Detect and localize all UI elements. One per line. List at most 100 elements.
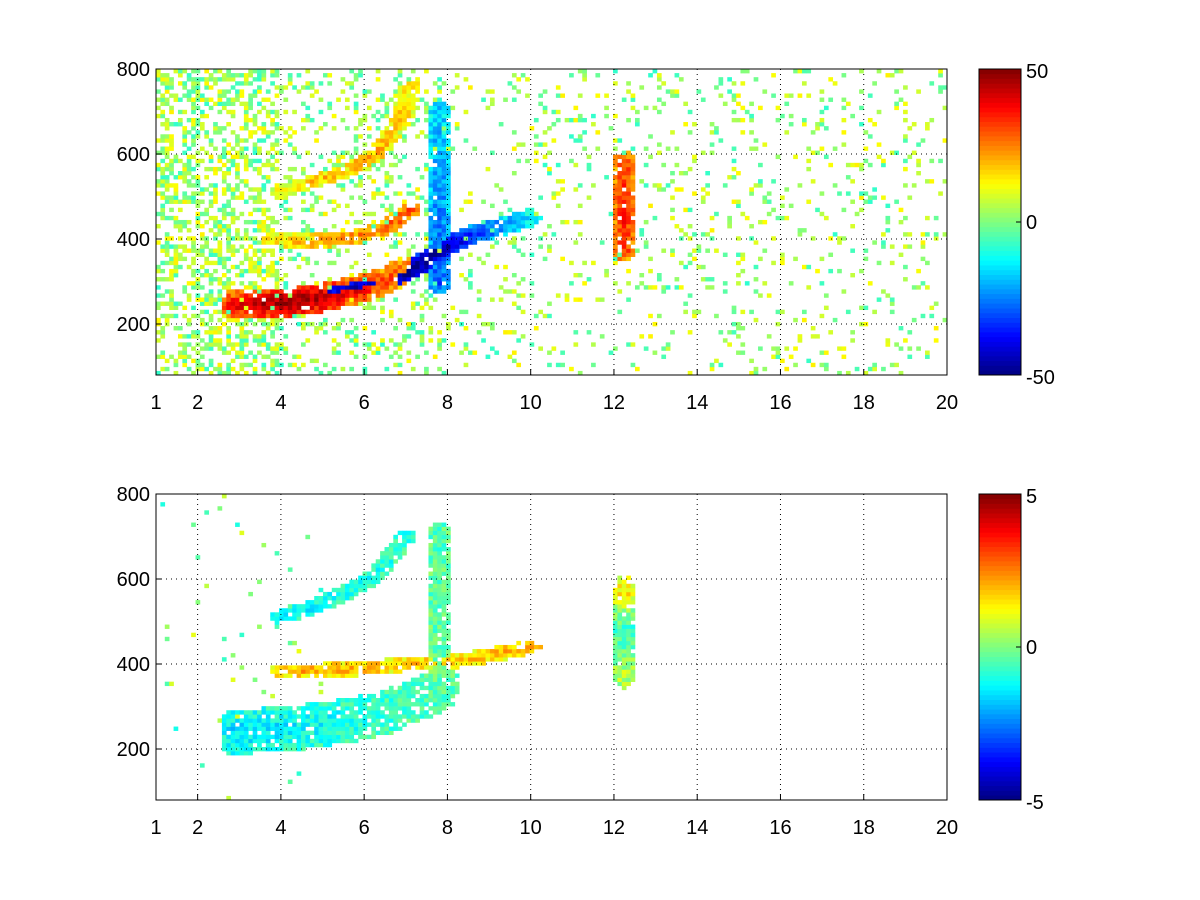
heatmap-cell xyxy=(617,199,623,204)
heatmap-cell xyxy=(388,285,394,290)
heatmap-cell xyxy=(410,305,416,311)
heatmap-cell xyxy=(252,281,258,286)
heatmap-cell xyxy=(437,706,442,711)
heatmap-cell xyxy=(371,698,377,703)
heatmap-cell xyxy=(736,252,741,257)
heatmap-cell xyxy=(164,183,170,188)
colorbar-band xyxy=(979,527,1021,533)
heatmap-cell xyxy=(265,346,271,351)
heatmap-cell xyxy=(274,191,280,196)
heatmap-cell xyxy=(195,600,201,605)
heatmap-cell xyxy=(525,649,530,654)
heatmap-cell xyxy=(410,113,416,119)
heatmap-cell xyxy=(775,350,781,355)
heatmap-cell xyxy=(375,77,381,82)
heatmap-cell xyxy=(375,571,381,576)
heatmap-cell xyxy=(195,89,201,94)
heatmap-cell xyxy=(511,644,517,650)
heatmap-cell xyxy=(191,89,196,94)
heatmap-cell xyxy=(371,273,377,278)
heatmap-cell xyxy=(336,281,341,286)
heatmap-cell xyxy=(393,260,398,266)
heatmap-cell xyxy=(221,350,227,355)
colorbar-tick-label: 0 xyxy=(1026,212,1037,234)
heatmap-cell xyxy=(305,338,311,343)
heatmap-cell xyxy=(397,89,403,94)
heatmap-cell xyxy=(481,232,486,237)
heatmap-cell xyxy=(384,726,390,731)
heatmap-cell xyxy=(173,175,179,180)
heatmap-cell xyxy=(911,150,917,155)
heatmap-cell xyxy=(327,305,333,311)
heatmap-cell xyxy=(230,289,236,294)
x-tick-label: 10 xyxy=(520,817,542,839)
heatmap-cell xyxy=(336,326,341,331)
heatmap-cell xyxy=(687,166,693,172)
heatmap-cell xyxy=(648,73,653,78)
heatmap-cell xyxy=(208,277,214,282)
heatmap-cell xyxy=(410,321,416,327)
heatmap-cell xyxy=(349,366,355,372)
heatmap-cell xyxy=(160,150,166,155)
heatmap-cell xyxy=(758,183,763,188)
heatmap-cell xyxy=(156,97,161,102)
colorbar-band xyxy=(979,651,1021,657)
heatmap-cell xyxy=(199,252,205,257)
heatmap-cell xyxy=(397,370,403,376)
heatmap-cell xyxy=(446,281,451,286)
heatmap-cell xyxy=(257,89,262,94)
heatmap-cell xyxy=(652,215,658,221)
heatmap-cell xyxy=(186,162,192,168)
heatmap-cell xyxy=(736,326,741,331)
heatmap-cell xyxy=(520,649,526,654)
heatmap-cell xyxy=(362,706,368,711)
heatmap-cell xyxy=(204,583,210,589)
heatmap-cell xyxy=(217,330,223,335)
heatmap-cell xyxy=(762,281,768,286)
heatmap-cell xyxy=(415,97,420,102)
heatmap-cell xyxy=(582,117,587,123)
heatmap-cell xyxy=(173,219,179,225)
heatmap-cell xyxy=(301,718,306,723)
heatmap-cell xyxy=(388,547,394,552)
heatmap-cell xyxy=(344,583,350,589)
heatmap-cell xyxy=(353,101,359,107)
heatmap-cell xyxy=(903,109,908,115)
heatmap-cell xyxy=(261,130,267,135)
heatmap-cell xyxy=(265,710,271,715)
heatmap-cell xyxy=(424,248,429,253)
heatmap-cell xyxy=(630,600,636,605)
heatmap-cell xyxy=(586,162,592,168)
heatmap-cell xyxy=(428,293,434,298)
heatmap-cell xyxy=(371,710,377,715)
heatmap-cell xyxy=(428,305,434,311)
heatmap-cell xyxy=(270,117,275,123)
heatmap-cell xyxy=(446,571,451,576)
heatmap-cell xyxy=(213,301,218,306)
heatmap-cell xyxy=(195,130,201,135)
heatmap-cell xyxy=(248,97,253,102)
heatmap-cell xyxy=(709,285,715,290)
heatmap-cell xyxy=(933,215,939,221)
heatmap-cell xyxy=(428,338,434,343)
heatmap-cell xyxy=(314,195,319,200)
heatmap-cell xyxy=(239,93,245,98)
heatmap-cell xyxy=(344,730,350,736)
heatmap-cell xyxy=(801,317,807,323)
heatmap-cell xyxy=(722,252,728,257)
heatmap-cell xyxy=(687,130,693,135)
heatmap-cell xyxy=(204,342,210,347)
heatmap-cell xyxy=(393,101,398,107)
heatmap-cell xyxy=(186,158,192,164)
heatmap-cell xyxy=(630,616,636,621)
heatmap-cell xyxy=(410,81,416,86)
heatmap-cell xyxy=(243,219,249,225)
heatmap-cell xyxy=(309,93,315,98)
heatmap-cell xyxy=(634,109,640,115)
heatmap-cell xyxy=(419,677,425,682)
heatmap-cell xyxy=(437,285,442,290)
heatmap-cell xyxy=(221,726,227,731)
colorbar-band xyxy=(979,107,1021,113)
colorbar-band xyxy=(979,193,1021,199)
heatmap-cell xyxy=(309,273,315,278)
